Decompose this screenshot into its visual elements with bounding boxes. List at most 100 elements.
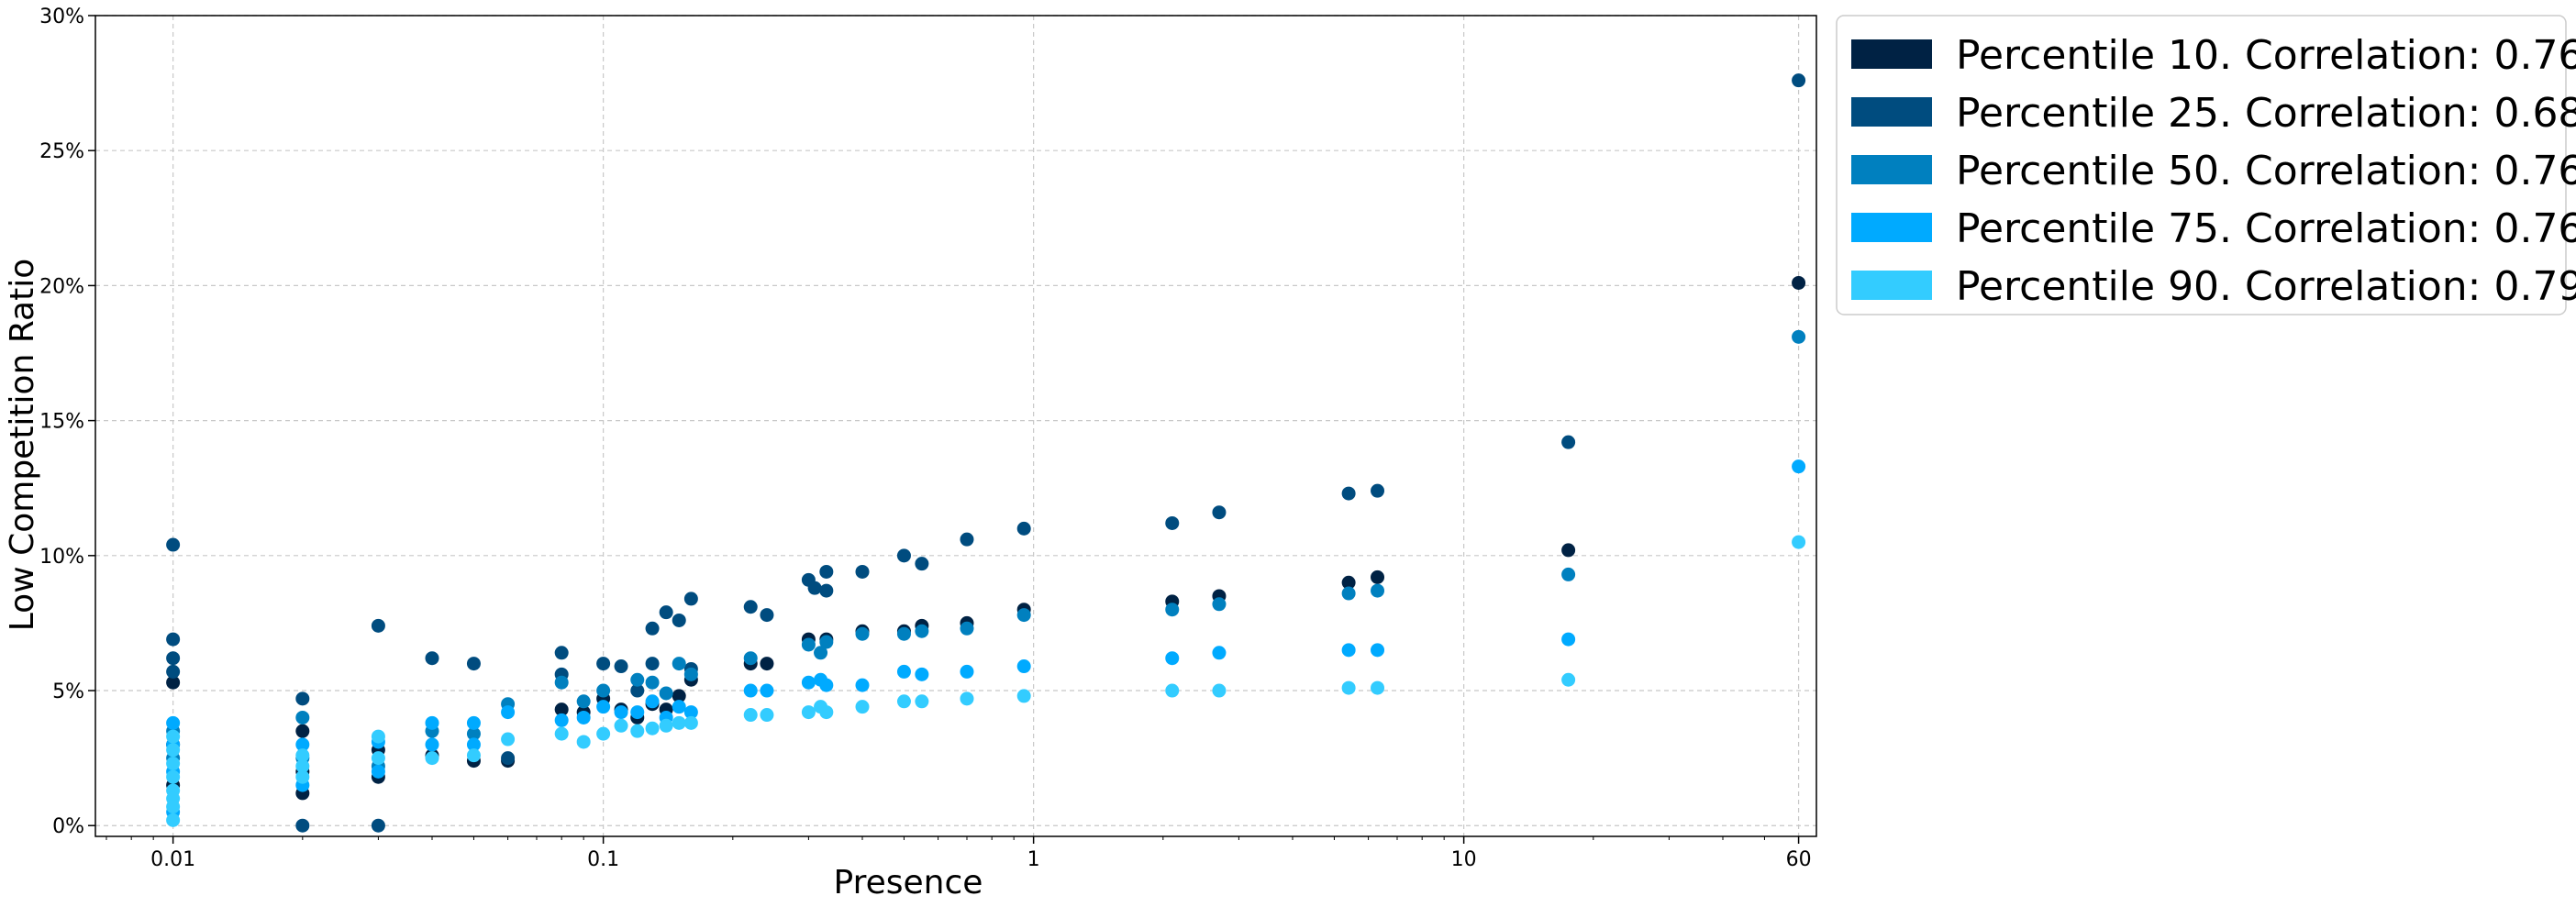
point-percentile-50 [819, 635, 834, 649]
grid-lines [95, 15, 1816, 836]
point-percentile-90 [166, 800, 181, 814]
point-percentile-90 [1212, 683, 1227, 698]
legend-frame [1836, 15, 2567, 315]
point-percentile-50 [1792, 329, 1806, 344]
point-percentile-75 [1792, 459, 1806, 474]
point-percentile-75 [1016, 659, 1031, 674]
point-percentile-50 [554, 675, 569, 690]
x-tick-label: 1 [1027, 848, 1040, 871]
point-percentile-90 [166, 813, 181, 827]
point-percentile-90 [1561, 672, 1576, 687]
point-percentile-50 [1341, 586, 1356, 601]
legend-swatch-percentile-25 [1851, 97, 1932, 127]
point-percentile-25 [819, 564, 834, 579]
legend-label-percentile-10: Percentile 10. Correlation: 0.76 [1956, 32, 2576, 79]
axes: 0% 5% 10% 15% 20% 25% 30% 0.01 0.1 1 10 60 [39, 6, 1817, 871]
point-percentile-90 [554, 726, 569, 741]
point-percentile-75 [425, 715, 439, 730]
point-percentile-90 [295, 769, 310, 784]
point-percentile-90 [1341, 680, 1356, 695]
point-percentile-10 [1792, 275, 1806, 290]
y-tick-label: 10% [39, 546, 84, 569]
y-tick-label: 15% [39, 411, 84, 434]
point-percentile-25 [295, 691, 310, 706]
point-percentile-90 [466, 748, 481, 763]
point-percentile-75 [466, 715, 481, 730]
point-percentile-25 [166, 664, 181, 679]
point-percentile-90 [672, 715, 686, 730]
x-tick-label: 60 [1786, 848, 1812, 871]
point-percentile-25 [1371, 483, 1385, 498]
point-percentile-90 [1165, 683, 1180, 698]
point-percentile-75 [1165, 651, 1180, 666]
x-tick-label: 10 [1451, 848, 1477, 871]
point-percentile-10 [760, 657, 774, 671]
point-percentile-90 [166, 729, 181, 744]
point-percentile-90 [501, 732, 516, 747]
point-percentile-10 [1341, 575, 1356, 590]
point-percentile-75 [371, 764, 385, 779]
point-percentile-50 [596, 683, 611, 698]
point-percentile-90 [1016, 689, 1031, 703]
legend-label-percentile-75: Percentile 75. Correlation: 0.76 [1956, 205, 2576, 252]
point-percentile-75 [466, 737, 481, 752]
point-percentile-90 [166, 757, 181, 771]
point-percentile-50 [855, 626, 870, 641]
point-percentile-25 [596, 657, 611, 671]
point-percentile-75 [501, 705, 516, 720]
point-percentile-75 [1561, 632, 1576, 647]
point-percentile-50 [683, 667, 698, 681]
legend-label-percentile-25: Percentile 25. Correlation: 0.68 [1956, 90, 2576, 137]
point-percentile-25 [855, 564, 870, 579]
legend-swatch-percentile-90 [1851, 271, 1932, 300]
point-percentile-25 [915, 557, 929, 571]
point-percentile-90 [960, 691, 974, 706]
point-percentile-25 [896, 548, 911, 563]
point-percentile-25 [371, 818, 385, 833]
point-percentile-50 [801, 637, 816, 652]
point-percentile-25 [554, 646, 569, 660]
point-percentile-75 [743, 683, 758, 698]
point-percentile-90 [801, 705, 816, 720]
point-percentile-50 [466, 726, 481, 741]
point-percentile-90 [295, 758, 310, 773]
plot-frame [94, 15, 1817, 837]
point-percentile-50 [1016, 608, 1031, 623]
point-percentile-25 [425, 651, 439, 666]
point-percentile-75 [760, 683, 774, 698]
legend-swatch-percentile-50 [1851, 155, 1932, 184]
point-percentile-75 [614, 705, 628, 720]
point-percentile-25 [1792, 73, 1806, 88]
point-percentile-50 [743, 651, 758, 666]
legend-label-percentile-90: Percentile 90. Correlation: 0.79 [1956, 263, 2576, 310]
point-percentile-50 [645, 675, 660, 690]
point-percentile-25 [683, 592, 698, 606]
point-percentile-10 [295, 724, 310, 738]
y-tick-label: 0% [52, 815, 84, 838]
y-tick-label: 5% [52, 680, 84, 703]
point-percentile-75 [596, 700, 611, 714]
y-tick-label: 30% [39, 6, 84, 28]
point-percentile-75 [915, 667, 929, 681]
point-percentile-50 [1212, 597, 1227, 612]
data-points [166, 73, 1806, 833]
point-percentile-90 [576, 735, 591, 749]
point-percentile-50 [1165, 603, 1180, 617]
point-percentile-75 [554, 713, 569, 727]
point-percentile-10 [166, 675, 181, 690]
y-axis-title: Low Competition Ratio [4, 259, 41, 632]
point-percentile-90 [166, 769, 181, 784]
point-percentile-90 [760, 708, 774, 723]
point-percentile-90 [1792, 535, 1806, 549]
point-percentile-90 [425, 751, 439, 766]
point-percentile-90 [614, 718, 628, 733]
y-tick-label: 20% [39, 275, 84, 298]
point-percentile-25 [760, 608, 774, 623]
point-percentile-25 [672, 613, 686, 627]
point-percentile-25 [1341, 486, 1356, 501]
point-percentile-25 [743, 600, 758, 614]
point-percentile-75 [960, 664, 974, 679]
point-percentile-25 [1165, 515, 1180, 530]
point-percentile-10 [554, 702, 569, 717]
